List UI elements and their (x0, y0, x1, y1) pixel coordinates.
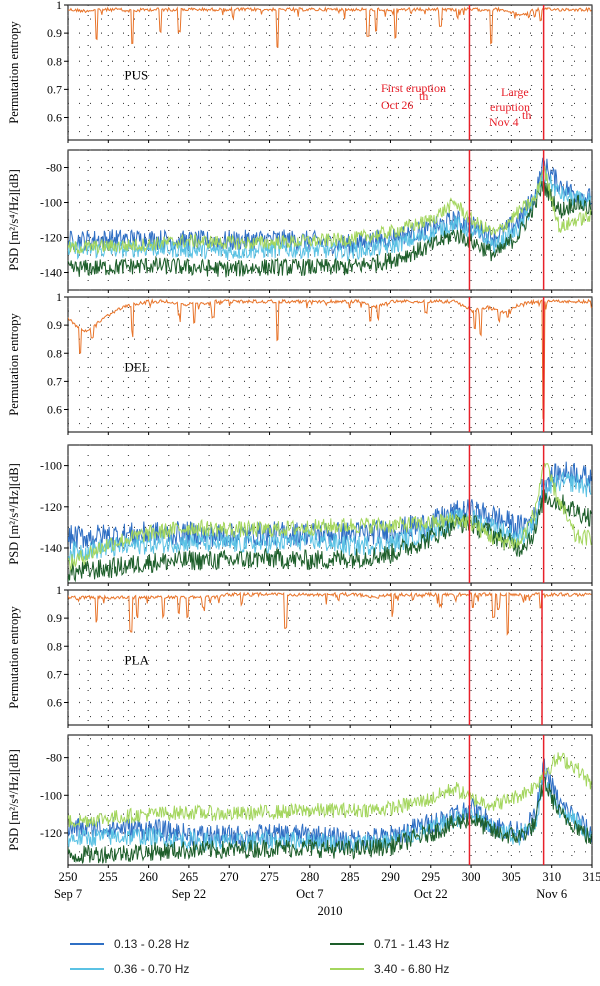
entropy-line (68, 298, 592, 423)
first-eruption-sup: th (419, 89, 428, 103)
y-tick-label: -100 (40, 788, 62, 802)
x-tick-label: 315 (583, 870, 600, 884)
legend-label-band1: 0.13 - 0.28 Hz (114, 937, 190, 951)
y-tick-label: 0.6 (47, 403, 62, 417)
panel-data (68, 298, 592, 423)
x-date-label: Oct 7 (296, 887, 323, 901)
legend-label-band2: 0.36 - 0.70 Hz (114, 962, 190, 976)
x-tick-label: 250 (59, 870, 78, 884)
legend-swatch-band4 (330, 968, 364, 970)
y-tick-label: 1 (56, 0, 62, 12)
y-tick-label: -140 (40, 266, 62, 280)
first-eruption-annotation: First eruption (381, 81, 446, 95)
y-tick-label: 1 (56, 290, 62, 304)
legend-item-band3: 0.71 - 1.43 Hz (330, 937, 449, 951)
x-tick-label: 265 (180, 870, 199, 884)
y-tick-label: -80 (46, 751, 62, 765)
panel-data (68, 591, 592, 636)
y-tick-label: 0.6 (47, 111, 62, 125)
panel-5: -120 -100 -80 PSD [m²/s⁴/Hz][dB] (7, 734, 593, 868)
y-tick-label: 0.8 (47, 54, 62, 68)
y-tick-label: 0.7 (47, 82, 62, 96)
station-label: PUS (124, 67, 148, 82)
x-tick-label: 280 (300, 870, 319, 884)
psd-line-band4 (68, 462, 592, 571)
panel-data (68, 752, 592, 864)
panel-4: 0.6 0.7 0.8 0.9 1 Permutation entropy PLA (7, 583, 593, 728)
y-axis-label: PSD [m²/s⁴/Hz][dB] (7, 463, 21, 565)
y-axis-label: Permutation entropy (7, 313, 21, 416)
x-date-label: Oct 22 (414, 887, 448, 901)
large-eruption-annotation-1: Large (501, 85, 529, 99)
x-tick-label: 295 (421, 870, 440, 884)
x-tick-label: 290 (381, 870, 400, 884)
y-tick-label: -100 (40, 196, 62, 210)
x-tick-label: 285 (341, 870, 360, 884)
y-axis-label: Permutation entropy (7, 21, 21, 124)
panel-1: -140 -120 -100 -80 PSD [m²/s⁴/Hz][dB] (7, 149, 593, 293)
panel-2: 0.6 0.7 0.8 0.9 1 Permutation entropy DEL (7, 290, 593, 435)
x-tick-label: 275 (260, 870, 279, 884)
y-axis-label: PSD [m²/s⁴/Hz][dB] (7, 749, 21, 851)
y-tick-label: -140 (40, 541, 62, 555)
y-axis-label: Permutation entropy (7, 606, 21, 709)
legend-swatch-band3 (330, 943, 364, 945)
y-tick-label: 0.6 (47, 696, 62, 710)
y-tick-label: 0.9 (47, 318, 62, 332)
legend-label-band3: 0.71 - 1.43 Hz (374, 937, 450, 951)
y-tick-label: 0.9 (47, 26, 62, 40)
y-tick-label: 0.7 (47, 667, 62, 681)
panel-data (68, 5, 592, 48)
y-tick-label: -100 (40, 459, 62, 473)
x-year-label: 2010 (318, 904, 343, 918)
y-tick-label: 0.9 (47, 611, 62, 625)
station-label: PLA (124, 652, 149, 667)
y-tick-label: -80 (46, 161, 62, 175)
psd-line-band3 (68, 776, 592, 864)
x-date-label: Sep 7 (54, 887, 82, 901)
x-date-label: Sep 22 (172, 887, 206, 901)
legend-swatch-band2 (70, 968, 104, 970)
psd-line-band3 (68, 181, 592, 278)
y-tick-label: 0.8 (47, 639, 62, 653)
y-tick-label: 0.7 (47, 374, 62, 388)
large-eruption-annotation-2: eruption (490, 100, 530, 114)
x-tick-label: 270 (220, 870, 239, 884)
legend-item-band4: 3.40 - 6.80 Hz (330, 962, 449, 976)
large-eruption-sup: th (522, 108, 531, 122)
psd-line-band4 (68, 165, 592, 256)
x-tick-label: 310 (542, 870, 561, 884)
entropy-line (68, 591, 592, 636)
panel-0: 0.6 0.7 0.8 0.9 1 Permutation entropy PUS (7, 0, 593, 143)
legend-label-band4: 3.40 - 6.80 Hz (374, 962, 450, 976)
y-tick-label: -120 (40, 231, 62, 245)
panel-data (68, 461, 592, 583)
panel-3: -140 -120 -100 PSD [m²/s⁴/Hz][dB] (7, 444, 593, 586)
x-tick-label: 300 (462, 870, 481, 884)
y-tick-label: -120 (40, 500, 62, 514)
psd-line-band4 (68, 752, 592, 828)
y-tick-label: 1 (56, 583, 62, 597)
x-tick-label: 255 (99, 870, 118, 884)
station-label: DEL (124, 359, 149, 374)
first-eruption-date: Oct 26 (381, 98, 413, 112)
x-tick-label: 260 (139, 870, 158, 884)
y-axis-label: PSD [m²/s⁴/Hz][dB] (7, 169, 21, 271)
x-date-label: Nov 6 (536, 887, 567, 901)
legend-item-band1: 0.13 - 0.28 Hz (70, 937, 189, 951)
legend-swatch-band1 (70, 943, 104, 945)
large-eruption-date: Nov 4 (489, 115, 519, 129)
legend-item-band2: 0.36 - 0.70 Hz (70, 962, 189, 976)
panel-data (68, 157, 592, 278)
x-tick-label: 305 (502, 870, 521, 884)
entropy-line (68, 5, 592, 48)
y-tick-label: -120 (40, 826, 62, 840)
y-tick-label: 0.8 (47, 346, 62, 360)
